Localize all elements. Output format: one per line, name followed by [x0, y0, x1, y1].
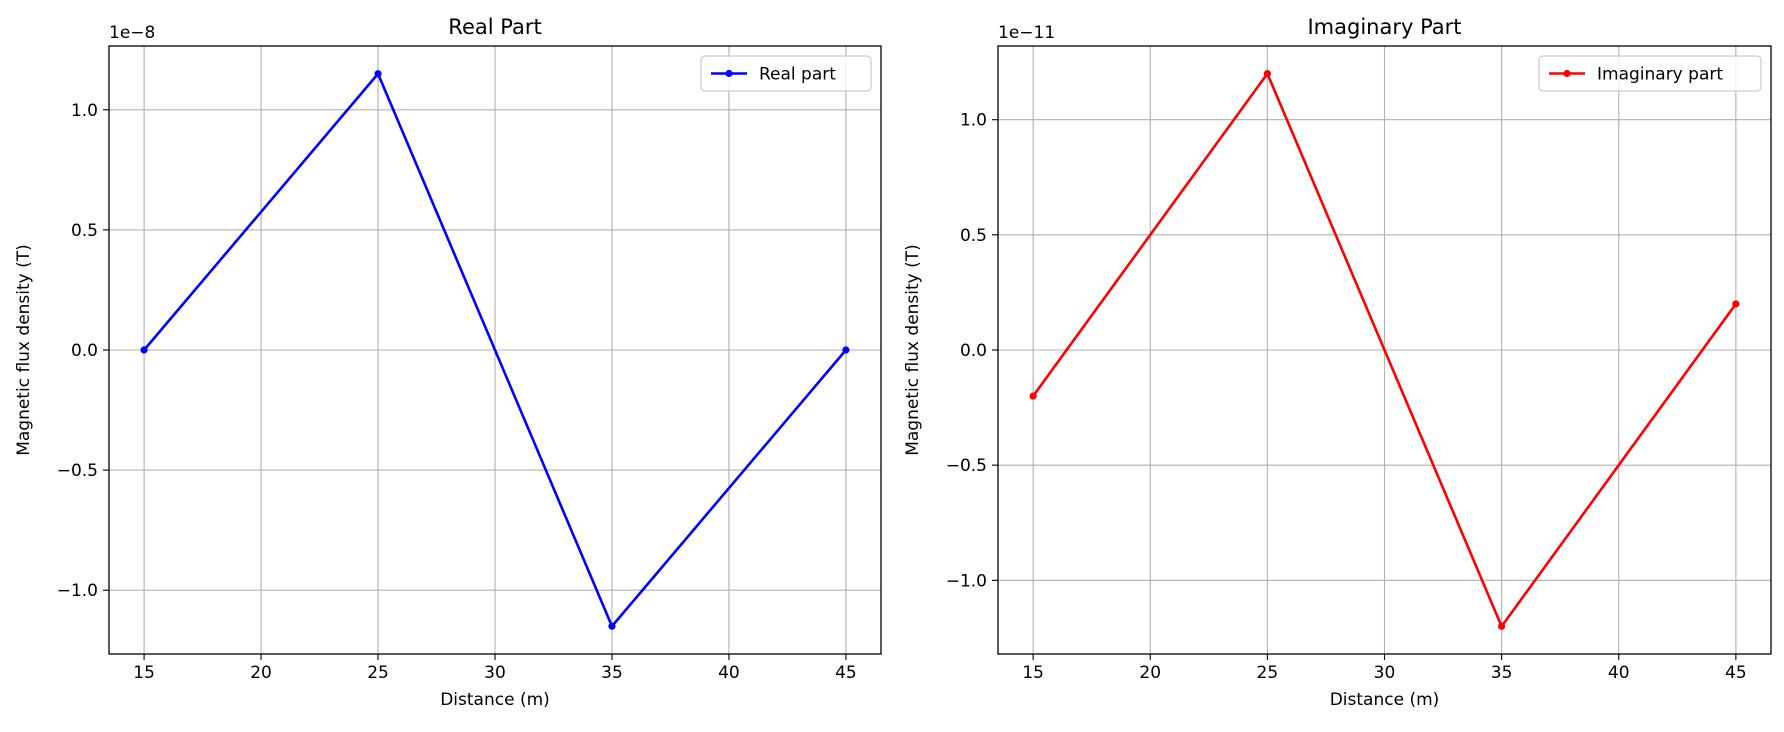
x-tick-label: 15 — [133, 663, 155, 683]
data-point — [1029, 392, 1037, 400]
legend-marker — [1563, 69, 1571, 78]
axis-offset-label: 1e−11 — [998, 23, 1055, 43]
chart-title: Real Part — [448, 15, 541, 39]
series-line — [1032, 72, 1737, 628]
y-tick-label: −1.0 — [57, 581, 98, 601]
legend-marker — [725, 69, 733, 78]
y-tick-label: 1.0 — [960, 111, 987, 131]
y-tick-label: 0.0 — [71, 341, 98, 361]
x-tick-label: 35 — [601, 663, 623, 683]
chart-title: Imaginary Part — [1307, 15, 1461, 39]
x-tick-label: 45 — [1725, 663, 1747, 683]
data-point — [842, 346, 850, 354]
data-point — [1498, 622, 1506, 630]
x-tick-label: 30 — [484, 663, 506, 683]
x-axis-label: Distance (m) — [1330, 690, 1440, 710]
x-axis-label: Distance (m) — [440, 690, 550, 710]
x-tick-label: 25 — [1257, 663, 1279, 683]
x-tick-label: 40 — [1608, 663, 1630, 683]
legend-box — [700, 55, 872, 92]
y-tick-label: −0.5 — [946, 456, 987, 476]
data-point — [1732, 300, 1740, 308]
y-tick-label: −1.0 — [946, 571, 987, 591]
x-tick-label: 40 — [718, 663, 740, 683]
x-tick-label: 25 — [367, 663, 389, 683]
legend-label: Real part — [759, 65, 836, 85]
x-tick-label: 20 — [1139, 663, 1161, 683]
series-line — [143, 72, 847, 628]
legend-box — [1538, 55, 1762, 92]
data-point — [1263, 70, 1271, 78]
y-tick-label: −0.5 — [57, 461, 98, 481]
data-point — [374, 70, 382, 78]
y-axis-label: Magnetic flux density (T) — [14, 244, 34, 456]
y-axis-label: Magnetic flux density (T) — [903, 244, 923, 456]
x-tick-label: 15 — [1022, 663, 1044, 683]
y-tick-label: 0.5 — [960, 226, 987, 246]
legend-label: Imaginary part — [1597, 65, 1723, 85]
legend: Real part — [700, 55, 872, 92]
chart-panel-1: 15 20 25 30 35 40 45 −1.0 −0.5 0.0 0.5 1.0 Imaginary… — [903, 15, 1772, 710]
y-tick-label: 1.0 — [71, 101, 98, 121]
data-point — [608, 622, 616, 630]
y-tick-label: 0.0 — [960, 341, 987, 361]
y-tick-label: 0.5 — [71, 221, 98, 241]
axis-offset-label: 1e−8 — [109, 23, 155, 43]
chart-panel-0: 15 20 25 30 35 40 45 −1.0 −0.5 0.0 0.5 1.0 Real Part… — [14, 15, 882, 710]
legend: Imaginary part — [1538, 55, 1762, 92]
x-tick-label: 45 — [835, 663, 857, 683]
x-tick-label: 30 — [1374, 663, 1396, 683]
x-tick-label: 35 — [1491, 663, 1513, 683]
x-tick-label: 20 — [250, 663, 272, 683]
data-point — [140, 346, 148, 354]
